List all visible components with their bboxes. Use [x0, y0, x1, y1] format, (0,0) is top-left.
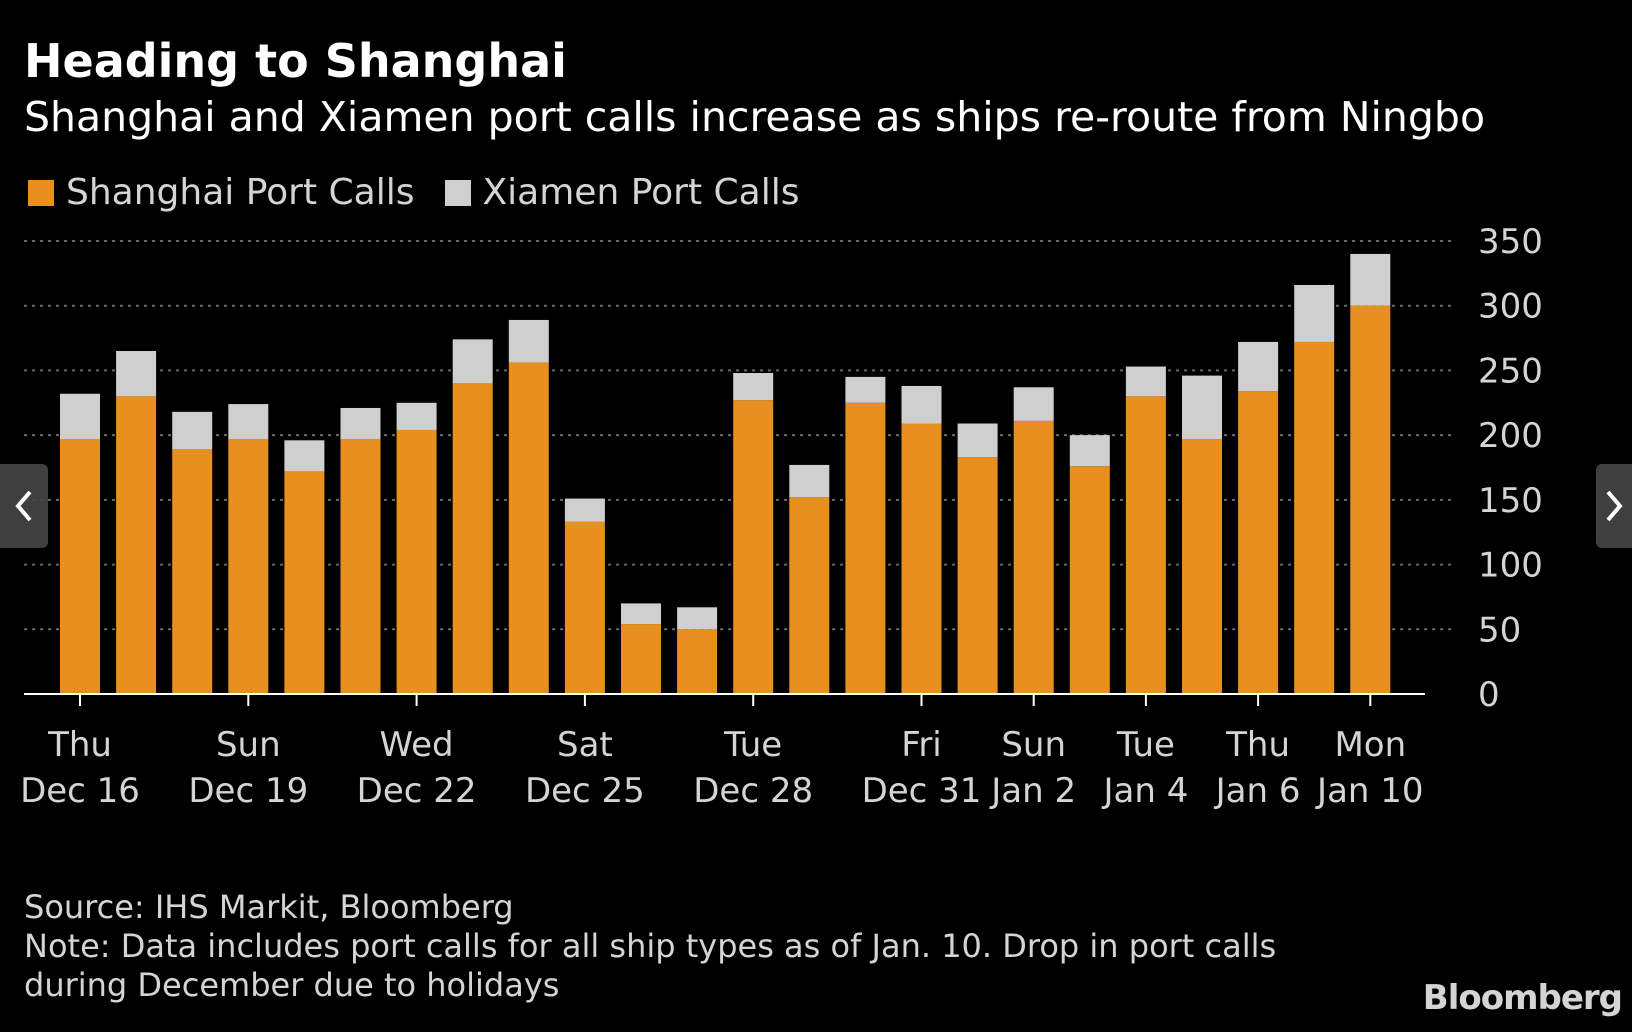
bar-shanghai [564, 521, 605, 694]
y-tick-label: 200 [1478, 416, 1543, 456]
bar-shanghai [1013, 420, 1054, 694]
bar-xiamen [508, 319, 549, 363]
note-text-line2: during December due to holidays [24, 966, 560, 1004]
bar-xiamen [1069, 435, 1110, 467]
x-tick-date-label: Jan 10 [1315, 771, 1423, 811]
bar-shanghai [508, 362, 549, 694]
bar-shanghai [1069, 466, 1110, 694]
y-tick-label: 100 [1478, 546, 1543, 586]
x-tick-day-label: Tue [1116, 725, 1175, 765]
bar-shanghai [845, 402, 886, 694]
y-tick-label: 300 [1478, 287, 1543, 327]
bar-shanghai [340, 439, 381, 694]
bar-xiamen [284, 440, 325, 472]
chart-legend: Shanghai Port Calls Xiamen Port Calls [28, 172, 829, 213]
legend-item-shanghai: Shanghai Port Calls [28, 172, 415, 213]
bar-xiamen [845, 376, 886, 403]
bar-shanghai [1350, 305, 1391, 694]
bar-shanghai [228, 439, 269, 694]
x-tick-date-label: Jan 4 [1101, 771, 1188, 811]
next-slide-button[interactable] [1596, 464, 1632, 548]
bar-shanghai [1238, 391, 1279, 694]
x-tick-day-label: Thu [47, 725, 112, 765]
bar-shanghai [789, 497, 830, 694]
bar-xiamen [172, 411, 213, 450]
bar-shanghai [621, 624, 661, 694]
legend-label-shanghai: Shanghai Port Calls [66, 172, 415, 213]
x-tick-date-label: Dec 31 [862, 771, 982, 811]
x-tick-date-label: Jan 2 [989, 771, 1076, 811]
bar-shanghai [116, 396, 157, 694]
bar-shanghai [284, 471, 325, 694]
note-text-line1: Note: Data includes port calls for all s… [24, 927, 1277, 965]
legend-label-xiamen: Xiamen Port Calls [482, 172, 800, 213]
bar-xiamen [1294, 285, 1335, 342]
bar-shanghai [901, 423, 942, 694]
bar-xiamen [1350, 253, 1391, 306]
bar-xiamen [340, 407, 381, 440]
bar-xiamen [1238, 341, 1279, 392]
x-tick-day-label: Fri [901, 725, 942, 765]
x-tick-date-label: Dec 25 [525, 771, 645, 811]
bar-xiamen [621, 603, 661, 625]
chevron-right-icon [1606, 490, 1623, 522]
bar-xiamen [677, 607, 718, 630]
bar-shanghai [60, 439, 100, 694]
x-tick-day-label: Sun [1001, 725, 1066, 765]
x-tick-day-label: Tue [723, 725, 782, 765]
bar-shanghai [172, 449, 213, 694]
x-tick-day-label: Wed [380, 725, 454, 765]
bar-xiamen [1182, 375, 1222, 440]
bar-xiamen [901, 385, 942, 424]
source-text: Source: IHS Markit, Bloomberg [24, 888, 514, 926]
bar-shanghai [1125, 396, 1166, 694]
bar-shanghai [1294, 341, 1335, 694]
x-tick-date-label: Dec 22 [357, 771, 477, 811]
y-tick-label: 250 [1478, 351, 1543, 391]
legend-swatch-shanghai [28, 179, 54, 206]
bar-xiamen [957, 423, 998, 458]
bar-xiamen [1013, 387, 1054, 421]
x-tick-day-label: Mon [1334, 725, 1406, 765]
bar-shanghai [396, 429, 437, 694]
chart-title: Heading to Shanghai [24, 34, 567, 88]
bar-xiamen [228, 404, 269, 440]
chart-subtitle: Shanghai and Xiamen port calls increase … [24, 93, 1486, 141]
x-tick-date-label: Dec 16 [20, 771, 140, 811]
bar-xiamen [452, 339, 493, 384]
bar-xiamen [789, 464, 830, 498]
bar-xiamen [733, 373, 774, 401]
bloomberg-logo: Bloomberg [1422, 978, 1623, 1018]
chevron-left-icon [15, 490, 32, 522]
bar-shanghai [957, 457, 998, 694]
x-tick-date-label: Dec 19 [188, 771, 308, 811]
x-tick-date-label: Dec 28 [693, 771, 813, 811]
x-tick-day-label: Thu [1225, 725, 1290, 765]
x-tick-day-label: Sun [216, 725, 281, 765]
chart-footer: Source: IHS Markit, Bloomberg Note: Data… [24, 888, 1276, 1005]
bar-shanghai [452, 383, 493, 694]
y-tick-label: 0 [1478, 675, 1500, 715]
y-tick-label: 350 [1478, 222, 1543, 262]
bar-shanghai [733, 400, 774, 694]
bar-shanghai [677, 629, 718, 694]
x-tick-date-label: Jan 6 [1214, 771, 1301, 811]
y-tick-label: 50 [1478, 610, 1521, 650]
bar-shanghai [1182, 439, 1222, 694]
bar-xiamen [116, 351, 157, 397]
legend-item-xiamen: Xiamen Port Calls [444, 172, 800, 213]
x-tick-day-label: Sat [557, 725, 613, 765]
legend-swatch-xiamen [444, 179, 471, 206]
previous-slide-button[interactable] [0, 464, 48, 548]
bar-xiamen [1125, 366, 1166, 397]
bar-xiamen [564, 498, 605, 522]
bar-xiamen [60, 393, 100, 440]
y-tick-label: 150 [1478, 481, 1543, 521]
bar-xiamen [396, 402, 437, 430]
